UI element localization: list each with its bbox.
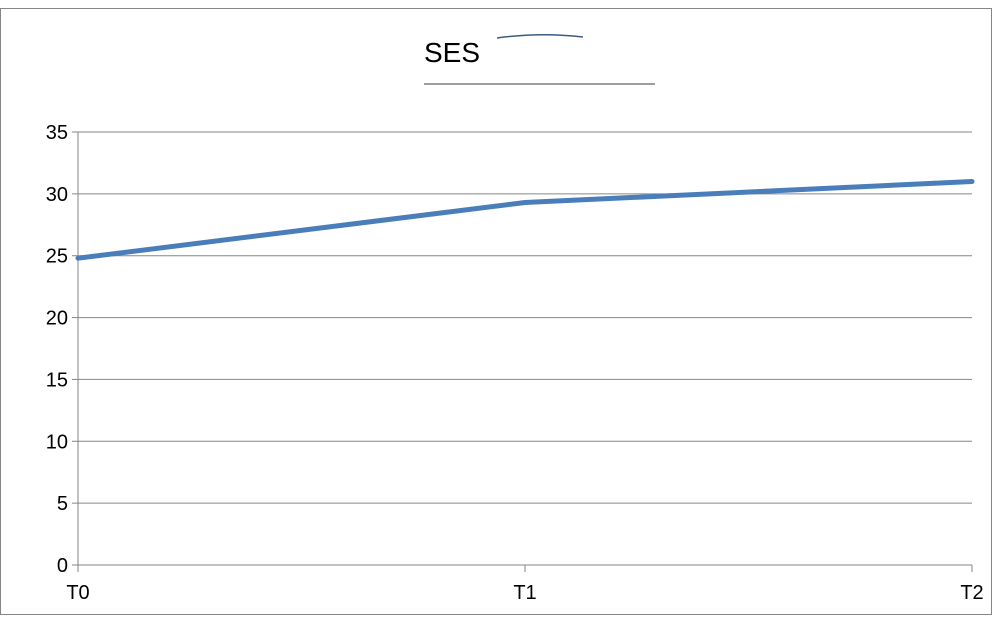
- x-tick-label: T0: [66, 582, 89, 604]
- x-tick-labels: T0 T1 T2: [66, 582, 983, 604]
- y-tick-label: 15: [46, 369, 68, 391]
- y-tick-label: 25: [46, 246, 68, 268]
- y-tick-labels: 0 5 10 15 20 25 30 35: [46, 122, 68, 577]
- chart-title: SES: [424, 37, 480, 68]
- y-tick-label: 35: [46, 122, 68, 144]
- y-tick-label: 0: [57, 555, 68, 577]
- series-line: [75, 178, 975, 261]
- y-tick-label: 10: [46, 431, 68, 453]
- gridlines: [78, 131, 972, 504]
- y-tick-label: 30: [46, 184, 68, 206]
- axes: [72, 131, 973, 572]
- x-tick-label: T1: [513, 582, 536, 604]
- title-overlay-arc: [496, 34, 584, 39]
- chart-border: [0, 8, 992, 615]
- x-tick-label: T2: [960, 582, 983, 604]
- y-tick-label: 20: [46, 308, 68, 330]
- y-tick-label: 5: [57, 493, 68, 515]
- series-lines: [75, 178, 975, 261]
